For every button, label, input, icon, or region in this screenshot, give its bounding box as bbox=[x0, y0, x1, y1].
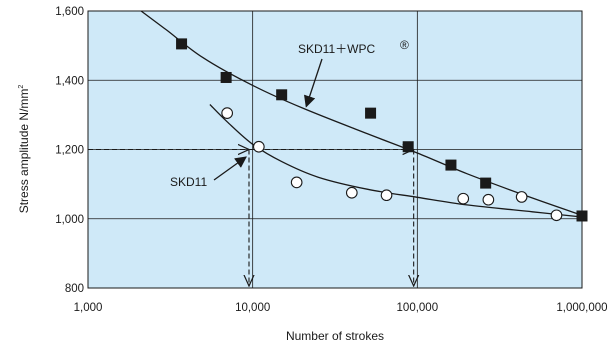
skd11-fit-curve bbox=[209, 104, 583, 218]
registered-mark: ® bbox=[400, 38, 409, 52]
annotations: SKD11＋WPC ® SKD11 bbox=[170, 38, 409, 189]
skd11-data-point bbox=[457, 192, 470, 205]
y-axis-label: Stress amplitude N/mm bbox=[17, 89, 31, 214]
x-tick-label: 10,000 bbox=[235, 302, 270, 314]
wpc-data-point bbox=[445, 159, 457, 171]
y-tick-label: 1,600 bbox=[55, 6, 84, 18]
skd11-data-point bbox=[515, 191, 528, 203]
skd11-data-point bbox=[482, 193, 495, 206]
grid-lines bbox=[88, 11, 582, 288]
skd11-data-point bbox=[550, 209, 563, 222]
wpc-series-label: SKD11＋WPC bbox=[298, 42, 375, 56]
y-axis-label-superscript: 2 bbox=[18, 85, 25, 89]
wpc-data-point bbox=[402, 141, 414, 153]
wpc-data-point bbox=[176, 38, 188, 50]
wpc-label-arrow bbox=[304, 58, 323, 108]
x-tick-label: 1,000,000 bbox=[556, 302, 607, 314]
skd11-data-point bbox=[380, 189, 393, 202]
wpc-data-point bbox=[276, 89, 288, 101]
skd11-data-point bbox=[290, 176, 303, 189]
skd11-label-arrow bbox=[213, 156, 247, 181]
reference-lines bbox=[88, 150, 414, 287]
x-tick-label: 1,000 bbox=[74, 302, 103, 314]
wpc-data-point bbox=[480, 177, 492, 189]
y-axis-label-group: Stress amplitude N/mm2 bbox=[17, 85, 31, 214]
skd11-data-point bbox=[345, 186, 358, 199]
wpc-data-point bbox=[365, 107, 377, 119]
y-tick-label: 1,000 bbox=[55, 214, 84, 226]
skd11-data-point bbox=[221, 107, 234, 119]
svg-text:Stress amplitude N/mm2: Stress amplitude N/mm2 bbox=[17, 85, 31, 214]
wpc-data-point bbox=[220, 71, 232, 83]
y-tick-label: 1,200 bbox=[55, 145, 84, 157]
x-axis-label: Number of strokes bbox=[286, 329, 384, 343]
wpc-data-point bbox=[576, 210, 588, 222]
skd11-series-label: SKD11 bbox=[170, 175, 207, 189]
y-tick-label: 1,400 bbox=[55, 75, 84, 87]
y-tick-label: 800 bbox=[65, 283, 84, 295]
tick-labels: 1,000 10,000 100,000 1,000,000 800 1,000 1,200… bbox=[55, 6, 607, 314]
skd11-data-point bbox=[252, 140, 265, 153]
data-points bbox=[176, 38, 588, 222]
x-tick-label: 100,000 bbox=[397, 302, 439, 314]
